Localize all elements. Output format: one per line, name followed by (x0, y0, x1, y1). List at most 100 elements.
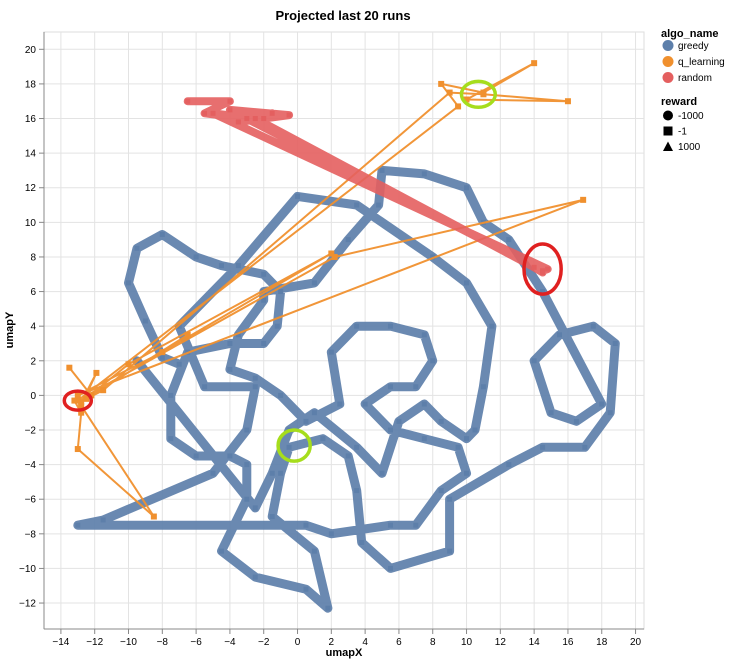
data-point-q_learning (455, 103, 462, 110)
data-point-q_learning (93, 369, 100, 376)
data-point-greedy (354, 202, 360, 208)
data-point-greedy (438, 418, 444, 424)
data-point-greedy (421, 401, 427, 407)
data-point-greedy (269, 470, 275, 476)
x-axis-ticks: −14 −12 −10 −8 −6 −4 −2 0 2 4 6 8 10 12 14 16 18 20 (44, 628, 644, 648)
data-point-random (545, 266, 551, 272)
data-point-greedy (387, 323, 393, 329)
data-point-greedy (261, 297, 267, 303)
data-point-random (531, 264, 537, 270)
data-point-greedy (387, 427, 393, 433)
y-tick-label: 12 (25, 183, 37, 194)
plot-area (43, 31, 645, 630)
data-point-greedy (464, 436, 470, 442)
data-point-greedy (421, 436, 427, 442)
data-point-greedy (599, 401, 605, 407)
data-point-q_learning (463, 96, 470, 103)
data-point-greedy (159, 231, 165, 237)
y-tick-label: 20 (25, 45, 37, 56)
data-point-greedy (227, 366, 233, 372)
data-point-q_learning (328, 250, 335, 257)
data-point-greedy (252, 384, 258, 390)
data-point-q_learning (580, 196, 587, 203)
data-point-q_learning (71, 397, 78, 404)
data-point-greedy (244, 427, 250, 433)
y-axis-ticks: −12 −10 −8 −6 −4 −2 0 2 4 6 8 10 12 14 16 18 20 (19, 32, 45, 629)
y-tick-label: −6 (25, 495, 37, 506)
data-point-greedy (354, 444, 360, 450)
data-point-greedy (295, 193, 301, 199)
y-tick-label: 4 (30, 322, 36, 333)
legend-shape-label: 1000 (678, 142, 701, 153)
legend-label-q_learning: q_learning (678, 57, 725, 68)
data-point-greedy (376, 202, 382, 208)
data-point-greedy (464, 470, 470, 476)
data-point-greedy (421, 171, 427, 177)
y-tick-label: 8 (30, 252, 36, 263)
data-point-greedy (269, 514, 275, 520)
data-point-random (261, 116, 267, 122)
data-point-q_learning (83, 395, 90, 402)
data-point-greedy (548, 410, 554, 416)
highlight-ellipse (459, 79, 498, 110)
data-point-greedy (387, 522, 393, 528)
legend-swatch-greedy (662, 40, 674, 51)
x-tick-label: −10 (120, 637, 137, 648)
data-point-greedy (582, 444, 588, 450)
data-point-greedy (556, 332, 562, 338)
data-point-greedy (430, 254, 436, 260)
data-point-greedy (244, 462, 250, 468)
series-greedy (73, 165, 620, 613)
x-axis-title: umapX (326, 647, 363, 659)
data-point-q_learning (78, 402, 85, 409)
legend-shape-triangle (663, 141, 673, 151)
data-point-greedy (325, 605, 331, 611)
data-point-greedy (387, 565, 393, 571)
data-point-greedy (438, 488, 444, 494)
legend-swatch-q_learning (662, 56, 674, 67)
data-point-greedy (142, 318, 148, 324)
y-tick-label: 16 (25, 114, 37, 125)
data-point-greedy (100, 517, 106, 523)
legend-shape-label: -1000 (678, 111, 704, 122)
x-tick-label: −6 (190, 637, 202, 648)
highlight-ellipse (276, 428, 312, 463)
data-point-greedy (311, 548, 317, 554)
data-point-greedy (278, 392, 284, 398)
legend-label-greedy: greedy (678, 41, 709, 52)
data-point-q_learning (438, 80, 445, 87)
data-point-q_learning (184, 331, 191, 338)
legend-label-random: random (678, 73, 712, 84)
x-tick-label: 2 (329, 637, 335, 648)
data-point-q_learning (331, 253, 338, 260)
data-point-q_learning (159, 349, 166, 356)
series-q_learning (66, 60, 587, 520)
data-point-greedy (328, 531, 334, 537)
legend-swatch-random (662, 72, 674, 83)
data-point-greedy (464, 185, 470, 191)
x-tick-label: −8 (157, 637, 169, 648)
x-tick-label: 18 (596, 637, 608, 648)
data-point-greedy (274, 323, 280, 329)
data-point-greedy (278, 289, 284, 295)
data-point-random (540, 270, 546, 276)
data-point-greedy (387, 384, 393, 390)
data-point-greedy (286, 444, 292, 450)
data-point-greedy (235, 263, 241, 269)
data-point-greedy (159, 354, 165, 360)
x-tick-label: −14 (52, 637, 69, 648)
data-point-random (244, 116, 250, 122)
x-tick-label: −2 (258, 637, 270, 648)
data-point-q_learning (74, 446, 81, 453)
data-point-greedy (227, 340, 233, 346)
x-tick-label: 20 (630, 637, 642, 648)
data-point-greedy (193, 254, 199, 260)
data-point-random (227, 98, 233, 104)
data-point-greedy (227, 453, 233, 459)
data-point-greedy (311, 280, 317, 286)
data-point-greedy (413, 522, 419, 528)
data-point-greedy (362, 401, 368, 407)
legend-shape-square (663, 126, 673, 136)
